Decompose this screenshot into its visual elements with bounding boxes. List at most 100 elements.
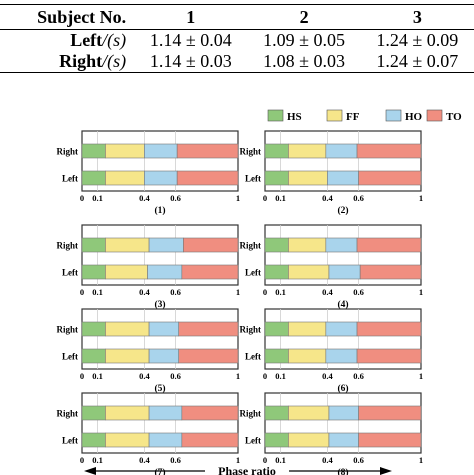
bar-segment [356,348,422,364]
bar-segment [356,143,422,159]
bar-segment [288,405,330,421]
tick-label: 0 [80,287,84,297]
panel-label: (6) [337,383,348,394]
bar-segment [264,405,289,421]
bar-category-label: Left [62,268,78,278]
table-header-cell: Subject No. [0,4,135,30]
bar-segment [105,321,150,337]
bar-segment [148,432,183,448]
bar-category-label: Left [62,352,78,362]
bar-category-label: Left [245,436,261,446]
bar-segment [81,143,106,159]
tick-label: 0 [80,193,84,203]
legend-swatch [326,109,343,122]
bar-segment [325,237,358,253]
tick-label: 0 [80,371,84,381]
tick-label: 0.6 [353,193,364,203]
bar-category-label: Left [245,268,261,278]
tick-label: 0 [263,287,267,297]
bar-segment [328,432,359,448]
bar-segment [147,264,183,280]
bar-category-label: Right [56,147,78,157]
tick-label: 0.1 [275,455,286,465]
bar-category-label: Right [239,147,261,157]
bar-segment [356,237,422,253]
bar-segment [176,143,239,159]
bar-segment [148,405,183,421]
tick-label: 1 [419,455,423,465]
bar-segment [288,170,328,186]
table-cell: 1.24 ± 0.07 [360,51,474,73]
tick-label: 1 [236,287,240,297]
tick-label: 1 [419,193,423,203]
tick-label: 0.4 [139,455,150,465]
bar-segment [288,348,327,364]
tick-label: 0 [263,455,267,465]
bar-segment [144,170,178,186]
arrow-right-head [380,467,392,475]
gait-cycle-table: Subject No. 1 2 3 Left/(s) 1.14 ± 0.04 1… [0,4,474,73]
bar-segment [264,237,289,253]
bar-segment [105,143,145,159]
bar-segment [81,170,106,186]
table-header-cell: 1 [134,4,248,30]
tick-label: 0 [263,371,267,381]
bar-segment [264,432,289,448]
tick-label: 0.6 [170,371,181,381]
bar-segment [264,264,289,280]
tick-label: 1 [236,455,240,465]
bar-segment [288,264,330,280]
legend-label: FF [346,111,360,123]
panel-label: (1) [154,205,165,216]
tick-label: 0.6 [170,193,181,203]
bar-segment [359,264,422,280]
bar-segment [358,405,422,421]
tick-label: 0.6 [170,287,181,297]
bar-segment [105,432,150,448]
row-label: Right/(s) [0,51,135,73]
tick-label: 0.6 [353,287,364,297]
bar-segment [81,237,106,253]
tick-label: 0.1 [92,287,103,297]
bar-segment [105,405,150,421]
table-header-cell: 2 [247,4,361,30]
bar-segment [358,432,422,448]
bar-segment [148,237,184,253]
tick-label: 1 [236,193,240,203]
bar-segment [144,143,178,159]
legend-swatch [267,109,284,122]
bar-category-label: Right [239,325,261,335]
legend-swatch [426,109,443,122]
tick-label: 0.1 [92,371,103,381]
bar-segment [81,321,106,337]
tick-label: 0.4 [322,193,333,203]
bar-segment [288,321,327,337]
tick-label: 0.1 [92,193,103,203]
bar-segment [81,264,106,280]
tick-label: 0.6 [353,371,364,381]
row-label-unit: /(s) [102,30,127,50]
arrow-left-head [84,467,96,475]
tick-label: 0 [80,455,84,465]
table-cell: 1.24 ± 0.09 [376,30,459,50]
bar-segment [264,143,289,159]
bar-category-label: Right [239,241,261,251]
bar-segment [288,432,330,448]
bar-segment [181,264,239,280]
table-header-row: Subject No. 1 2 3 [0,4,474,30]
bar-category-label: Right [56,325,78,335]
bar-category-label: Left [245,352,261,362]
bar-segment [181,405,239,421]
tick-label: 0.4 [139,193,150,203]
legend-label: TO [446,111,462,123]
bar-segment [105,237,150,253]
bar-segment [81,348,106,364]
bar-segment [264,170,289,186]
tick-label: 0.6 [170,455,181,465]
tick-label: 0 [263,193,267,203]
table-cell: 1.14 ± 0.04 [149,30,232,50]
table-cell: 1.09 ± 0.05 [263,30,346,50]
legend-label: HO [405,111,423,123]
bar-segment [178,348,239,364]
